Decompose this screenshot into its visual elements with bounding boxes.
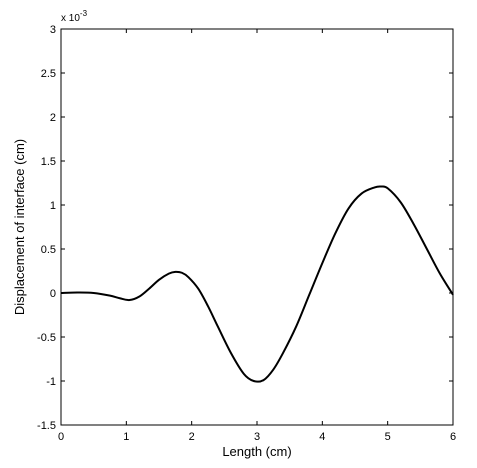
y-tick-label: -1 xyxy=(46,376,56,388)
x-tick-label: 3 xyxy=(254,431,260,443)
x-tick-label: 5 xyxy=(385,431,391,443)
y-multiplier-exponent: -3 xyxy=(80,9,88,18)
y-multiplier-base: x 10 xyxy=(61,13,80,24)
y-tick-label: 0 xyxy=(50,288,56,300)
x-tick-label: 4 xyxy=(319,431,325,443)
y-axis-label: Displacement of interface (cm) xyxy=(12,139,27,315)
x-tick-label: 2 xyxy=(189,431,195,443)
y-axis-multiplier: x 10-3 xyxy=(61,9,88,24)
x-tick-label: 1 xyxy=(123,431,129,443)
y-tick-label: 1 xyxy=(50,200,56,212)
x-axis-label: Length (cm) xyxy=(222,444,291,459)
y-tick-label: -1.5 xyxy=(37,420,56,432)
y-tick-label: -0.5 xyxy=(37,332,56,344)
series-line xyxy=(60,185,454,383)
x-tick-label: 6 xyxy=(450,431,456,443)
y-tick-label: 1.5 xyxy=(41,156,56,168)
x-tick-label: 0 xyxy=(58,431,64,443)
y-tick-label: 2 xyxy=(50,112,56,124)
y-tick-labels: -1.5 -1 -0.5 0 0.5 1 1.5 2 2.5 3 xyxy=(37,24,56,432)
plot-area xyxy=(60,28,454,426)
y-tick-label: 0.5 xyxy=(41,244,56,256)
x-tick-labels: 0 1 2 3 4 5 6 xyxy=(58,431,456,443)
y-tick-label: 3 xyxy=(50,24,56,36)
y-tick-label: 2.5 xyxy=(41,68,56,80)
